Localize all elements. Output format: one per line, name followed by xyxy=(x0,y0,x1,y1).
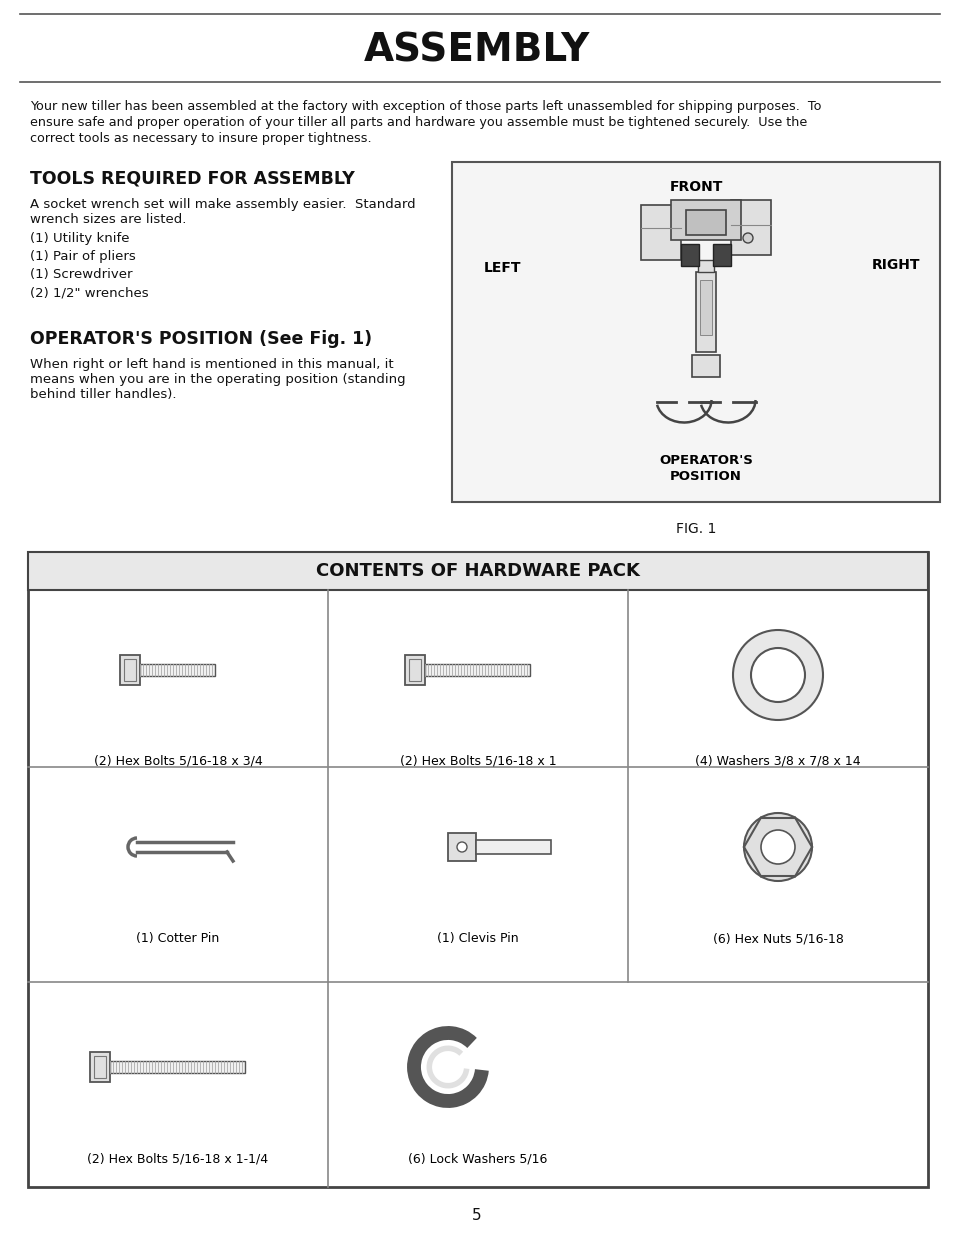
Text: (1) Utility knife: (1) Utility knife xyxy=(30,232,130,245)
Bar xyxy=(425,664,530,676)
Text: ASSEMBLY: ASSEMBLY xyxy=(363,31,590,69)
Text: Your new tiller has been assembled at the factory with exception of those parts : Your new tiller has been assembled at th… xyxy=(30,100,821,112)
Circle shape xyxy=(732,630,822,720)
Text: OPERATOR'S: OPERATOR'S xyxy=(659,454,752,467)
Bar xyxy=(94,1056,107,1078)
Bar xyxy=(405,655,425,685)
Bar xyxy=(730,200,770,254)
Bar xyxy=(452,162,939,501)
Text: (2) Hex Bolts 5/16-18 x 3/4: (2) Hex Bolts 5/16-18 x 3/4 xyxy=(93,755,262,768)
Bar xyxy=(691,354,720,377)
Circle shape xyxy=(456,842,467,852)
Bar xyxy=(120,655,140,685)
Text: LEFT: LEFT xyxy=(483,261,521,275)
Bar xyxy=(670,200,740,240)
Text: OPERATOR'S POSITION (See Fig. 1): OPERATOR'S POSITION (See Fig. 1) xyxy=(30,330,372,348)
Text: (1) Clevis Pin: (1) Clevis Pin xyxy=(436,932,518,945)
Bar xyxy=(712,245,730,266)
Bar xyxy=(28,552,927,590)
Text: correct tools as necessary to insure proper tightness.: correct tools as necessary to insure pro… xyxy=(30,132,372,144)
Text: (4) Washers 3/8 x 7/8 x 14: (4) Washers 3/8 x 7/8 x 14 xyxy=(695,755,860,768)
Text: TOOLS REQUIRED FOR ASSEMBLY: TOOLS REQUIRED FOR ASSEMBLY xyxy=(30,170,355,188)
Bar xyxy=(125,659,136,680)
Bar xyxy=(698,261,713,272)
Text: 5: 5 xyxy=(472,1208,481,1223)
Text: (1) Pair of pliers: (1) Pair of pliers xyxy=(30,249,135,263)
Bar xyxy=(696,272,716,352)
Text: means when you are in the operating position (standing: means when you are in the operating posi… xyxy=(30,373,405,387)
Text: FIG. 1: FIG. 1 xyxy=(675,522,716,536)
Text: (1) Cotter Pin: (1) Cotter Pin xyxy=(136,932,219,945)
Text: RIGHT: RIGHT xyxy=(871,258,919,272)
Bar xyxy=(640,205,680,261)
Bar xyxy=(28,552,927,1187)
Circle shape xyxy=(742,233,752,243)
Text: (2) Hex Bolts 5/16-18 x 1: (2) Hex Bolts 5/16-18 x 1 xyxy=(399,755,556,768)
Bar xyxy=(111,1061,245,1073)
Bar xyxy=(91,1052,111,1082)
Text: POSITION: POSITION xyxy=(669,471,741,483)
Circle shape xyxy=(743,813,811,881)
Bar xyxy=(409,659,421,680)
Text: behind tiller handles).: behind tiller handles). xyxy=(30,388,176,401)
Text: (1) Screwdriver: (1) Screwdriver xyxy=(30,268,132,282)
Text: (6) Lock Washers 5/16: (6) Lock Washers 5/16 xyxy=(408,1152,547,1165)
Text: CONTENTS OF HARDWARE PACK: CONTENTS OF HARDWARE PACK xyxy=(315,562,639,580)
Circle shape xyxy=(750,648,804,701)
Text: (6) Hex Nuts 5/16-18: (6) Hex Nuts 5/16-18 xyxy=(712,932,842,945)
Text: (2) Hex Bolts 5/16-18 x 1-1/4: (2) Hex Bolts 5/16-18 x 1-1/4 xyxy=(88,1152,269,1165)
Bar xyxy=(140,664,215,676)
Text: ensure safe and proper operation of your tiller all parts and hardware you assem: ensure safe and proper operation of your… xyxy=(30,116,806,128)
Bar xyxy=(680,245,699,266)
Text: FRONT: FRONT xyxy=(669,180,722,194)
Circle shape xyxy=(760,830,794,864)
Bar xyxy=(448,832,476,861)
Text: wrench sizes are listed.: wrench sizes are listed. xyxy=(30,212,186,226)
Text: (2) 1/2" wrenches: (2) 1/2" wrenches xyxy=(30,287,149,299)
Bar xyxy=(700,280,711,335)
Text: When right or left hand is mentioned in this manual, it: When right or left hand is mentioned in … xyxy=(30,358,394,370)
Bar xyxy=(476,840,551,853)
Text: A socket wrench set will make assembly easier.  Standard: A socket wrench set will make assembly e… xyxy=(30,198,416,211)
Bar xyxy=(685,210,725,235)
